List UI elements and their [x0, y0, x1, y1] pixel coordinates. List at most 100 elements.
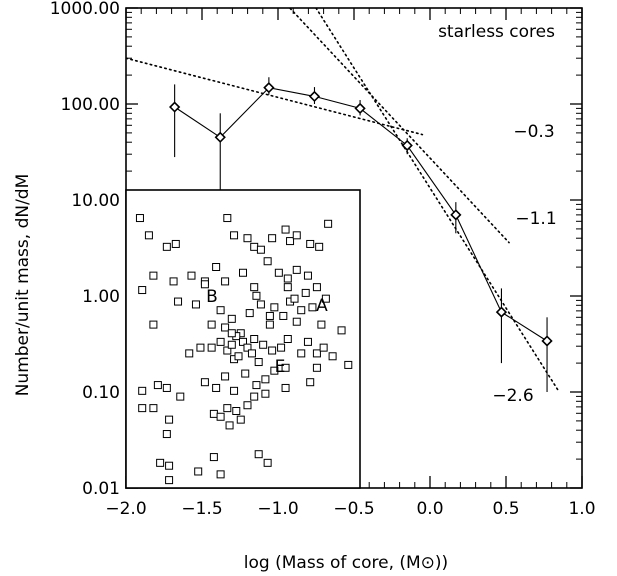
- inset-point-square: [277, 343, 286, 352]
- inset-point-square: [223, 346, 232, 355]
- inset-point-square: [344, 360, 353, 369]
- data-point-diamond: [495, 306, 508, 318]
- data-point-diamond: [354, 102, 366, 115]
- inset-point-square: [185, 349, 194, 358]
- inset-point-square: [259, 340, 268, 349]
- inset-point-square: [232, 407, 241, 415]
- inset-point-square: [306, 378, 315, 387]
- inset-point-square: [216, 337, 225, 346]
- inset-point-square: [337, 326, 346, 335]
- inset-point-square: [227, 314, 236, 323]
- inset-point-square: [239, 268, 247, 277]
- inset-point-square: [162, 430, 171, 439]
- inset-point-square: [239, 337, 247, 346]
- x-tick-label: 0.0: [416, 499, 443, 519]
- fit-line: [315, 8, 561, 393]
- data-point-diamond: [541, 335, 553, 347]
- slope-labels: −0.3 −1.1 −2.6: [492, 122, 556, 406]
- inset-label: E: [275, 357, 286, 377]
- inset-point-square: [268, 346, 277, 355]
- inset-point-square: [292, 231, 301, 240]
- inset-point-square: [243, 234, 252, 243]
- inset-point-square: [223, 404, 232, 413]
- inset-point-square: [303, 271, 312, 280]
- inset-point-square: [221, 277, 230, 286]
- inset-point-square: [156, 458, 165, 467]
- inset-point-square: [270, 366, 279, 375]
- inset-point-square: [196, 343, 205, 352]
- inset-point-square: [138, 404, 147, 413]
- inset-point-square: [216, 306, 225, 315]
- data-point-diamond: [308, 90, 321, 103]
- inset-point-square: [290, 294, 299, 303]
- inset-point-square: [270, 303, 279, 312]
- inset-point-square: [324, 219, 333, 228]
- inset-point-square: [261, 389, 270, 398]
- y-axis-label: Number/unit mass, dN/dM: [13, 174, 33, 397]
- inset-point-square: [254, 450, 263, 459]
- inset-point-square: [303, 337, 312, 346]
- inset-point-square: [221, 372, 230, 381]
- inset-point-square: [207, 343, 216, 352]
- inset-point-square: [281, 225, 290, 234]
- inset-point-square: [165, 415, 174, 424]
- inset-point-square: [212, 383, 221, 392]
- inset-point-square: [223, 214, 232, 223]
- slope-label: −2.6: [492, 386, 533, 406]
- slope-label: −1.1: [515, 209, 556, 229]
- inset-point-square: [169, 277, 178, 286]
- inset-point-square: [308, 303, 317, 312]
- inset-point-square: [279, 311, 288, 320]
- y-tick-label: 1.00: [82, 287, 120, 307]
- inset-point-square: [283, 274, 292, 283]
- inset-point-square: [200, 280, 209, 289]
- inset-point-square: [250, 283, 259, 292]
- y-tick-label: 0.10: [82, 383, 120, 403]
- inset-point-square: [236, 415, 245, 424]
- inset-point-square: [171, 239, 180, 248]
- inset-point-square: [165, 476, 174, 485]
- inset-point-square: [250, 335, 259, 343]
- inset-point-square: [263, 458, 272, 467]
- inset-point-square: [216, 470, 225, 479]
- inset-point-square: [191, 300, 200, 309]
- inset-point-square: [250, 242, 259, 251]
- fit-line: [288, 8, 510, 244]
- inset-point-square: [274, 268, 283, 277]
- fit-line: [126, 57, 424, 136]
- data-point-diamond: [214, 131, 226, 143]
- inset-point-square: [225, 421, 234, 430]
- inset-point-square: [216, 412, 225, 421]
- data-point-diamond: [169, 101, 181, 113]
- inset-point-square: [149, 271, 158, 280]
- data-point-diamond: [450, 209, 462, 221]
- inset-point-square: [144, 231, 153, 240]
- inset-point-square: [312, 283, 321, 292]
- inset-point-square: [207, 320, 216, 329]
- inset-point-square: [250, 392, 259, 401]
- inset-point-square: [243, 401, 252, 410]
- inset-point-square: [247, 349, 256, 358]
- inset-point-square: [212, 263, 221, 271]
- inset-point-square: [230, 231, 239, 240]
- inset-point-square: [230, 386, 239, 395]
- inset-point-square: [328, 352, 337, 361]
- inset-point-square: [174, 297, 183, 306]
- inset-point-square: [297, 306, 306, 315]
- inset-point-square: [256, 245, 265, 254]
- inset-point-square: [268, 234, 277, 243]
- fit-lines: [126, 8, 561, 393]
- inset-point-square: [317, 320, 326, 329]
- inset-point-square: [234, 352, 243, 361]
- data-series: [169, 77, 553, 392]
- inset-point-square: [153, 381, 162, 390]
- inset-point-square: [265, 320, 274, 329]
- inset-point-square: [254, 358, 263, 367]
- slope-label: −0.3: [513, 122, 554, 142]
- x-axis-label: log (Mass of core, (M⊙)): [244, 553, 448, 573]
- y-tick-label: 10.00: [71, 191, 120, 211]
- inset-point-square: [209, 453, 218, 462]
- x-tick-label: 1.0: [568, 499, 595, 519]
- inset-point-square: [149, 320, 158, 329]
